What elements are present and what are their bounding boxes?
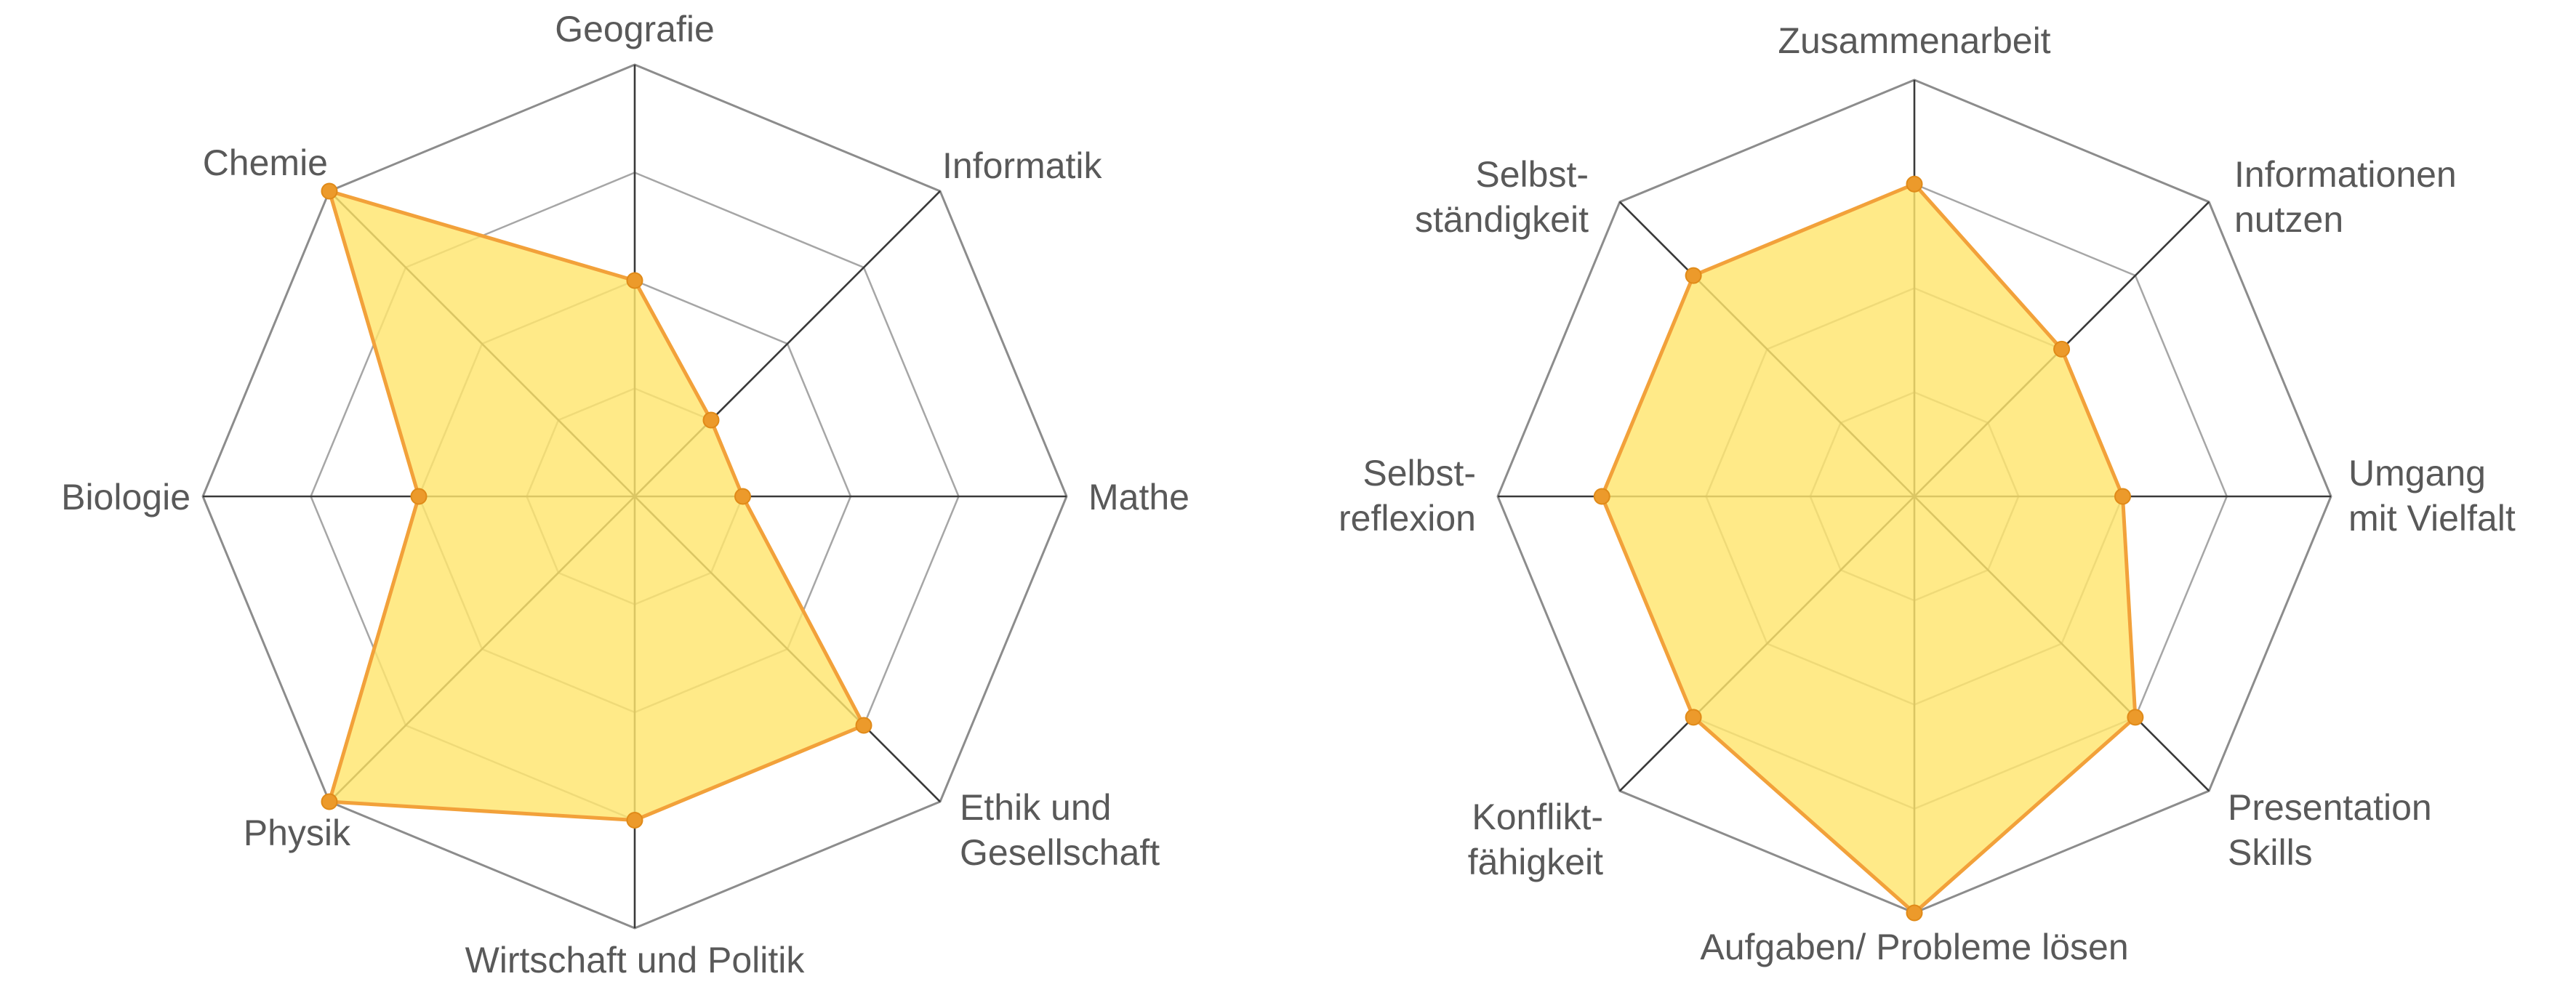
data-point — [321, 793, 338, 810]
data-point — [1593, 488, 1610, 505]
category-label: Konflikt-fähigkeit — [1468, 797, 1603, 882]
category-label: Informationen nutzen — [2234, 154, 2457, 240]
category-label: Selbst-reflexion — [1339, 453, 1476, 539]
category-label: Physik — [244, 813, 351, 853]
data-point — [2053, 340, 2071, 358]
data-point — [626, 272, 643, 289]
category-label: Presentation Skills — [2228, 787, 2432, 873]
data-point — [734, 488, 751, 505]
data-point — [1685, 267, 1702, 284]
data-area — [327, 189, 866, 822]
data-point — [702, 411, 720, 429]
category-label: Zusammenarbeit — [1778, 20, 2050, 61]
category-label: Wirtschaft und Politik — [465, 940, 806, 980]
data-point — [2114, 488, 2131, 505]
data-point — [321, 182, 338, 200]
data-point — [1685, 709, 1702, 726]
category-label: Ethik und Gesellschaft — [960, 787, 1160, 873]
category-label: Selbst-ständigkeit — [1415, 154, 1589, 240]
data-point — [410, 488, 428, 505]
data-point — [626, 812, 643, 829]
data-point — [1906, 175, 1923, 193]
category-label: Biologie — [61, 477, 190, 517]
category-label: Geografie — [555, 9, 715, 49]
data-point — [1906, 904, 1923, 922]
data-area — [1600, 182, 2138, 915]
data-point — [2127, 709, 2144, 726]
category-label: Umgang mit Vielfalt — [2348, 453, 2516, 539]
category-label: Mathe — [1088, 477, 1189, 517]
radar-chart-skills: Zusammenarbeit Informationen nutzen Umgang m… — [1339, 20, 2516, 967]
category-label: Aufgaben/ Probleme lösen — [1700, 927, 2128, 967]
data-point — [855, 717, 872, 734]
category-label: Chemie — [203, 142, 328, 183]
radar-chart-subjects: Geografie Informatik Mathe Ethik und Gesells… — [61, 9, 1189, 980]
category-label: Informatik — [942, 145, 1103, 186]
